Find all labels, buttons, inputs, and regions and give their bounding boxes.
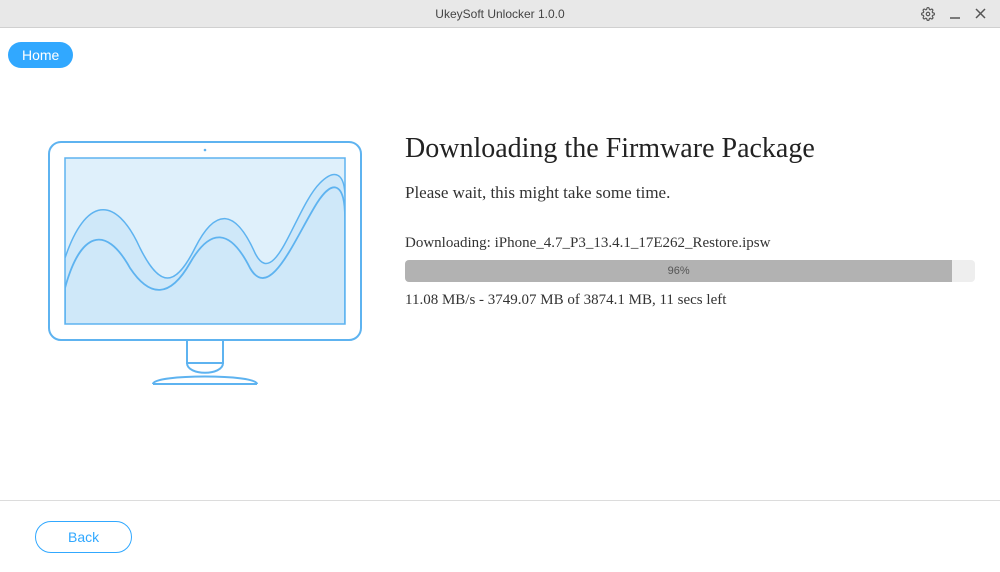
gear-icon[interactable] [921,7,935,21]
progress-percent-label: 96% [668,265,690,277]
download-prefix: Downloading: [405,235,495,251]
download-file-line: Downloading: iPhone_4.7_P3_13.4.1_17E262… [405,235,975,252]
close-icon[interactable] [975,8,986,19]
download-stats: 11.08 MB/s - 3749.07 MB of 3874.1 MB, 11… [405,292,975,309]
titlebar: UkeySoft Unlocker 1.0.0 [0,0,1000,28]
download-panel: Downloading the Firmware Package Please … [405,133,975,309]
progress-bar-track: 96% [405,260,975,282]
page-title: Downloading the Firmware Package [405,133,975,165]
progress-bar-fill: 96% [405,260,952,282]
back-button[interactable]: Back [35,521,132,553]
footer: Back [0,500,1000,572]
page-subtitle: Please wait, this might take some time. [405,183,975,203]
monitor-illustration [45,138,365,398]
content-area: Downloading the Firmware Package Please … [0,28,1000,500]
download-filename: iPhone_4.7_P3_13.4.1_17E262_Restore.ipsw [495,235,771,251]
minimize-icon[interactable] [949,8,961,20]
window-controls [921,7,1000,21]
window-title: UkeySoft Unlocker 1.0.0 [0,7,1000,21]
